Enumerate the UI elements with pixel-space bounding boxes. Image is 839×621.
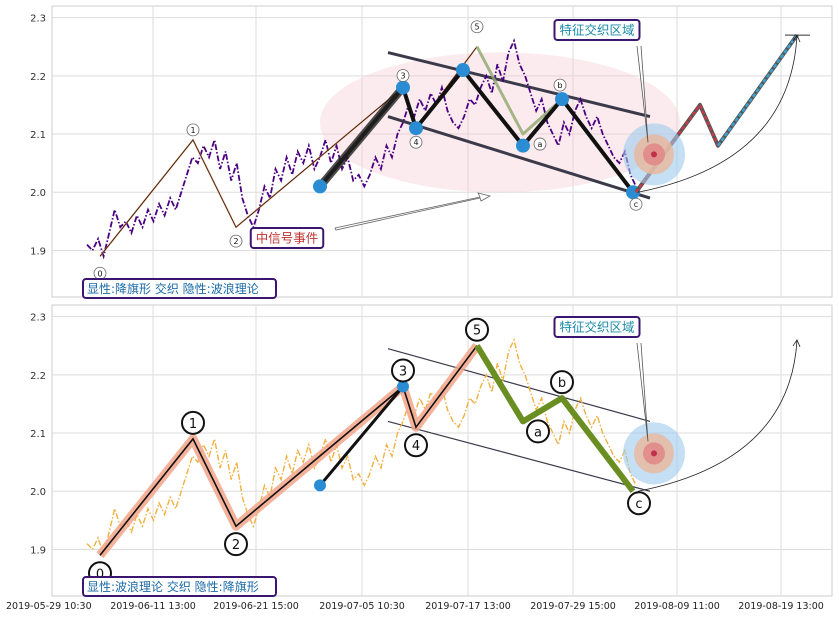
y-tick-label: 2.3: [30, 313, 46, 324]
x-tick-label: 2019-07-17 13:00: [425, 601, 511, 612]
x-tick-label: 2019-05-29 10:30: [6, 601, 92, 612]
wave-label-text: 3: [400, 71, 405, 80]
feature-zone-arrow: [636, 45, 649, 143]
flag-pole-bold: [316, 84, 407, 189]
channel-lower-line: [387, 420, 651, 492]
wave-label-circle: [533, 137, 547, 151]
wave-label-text: 1: [189, 417, 197, 432]
wave-label-text: c: [634, 200, 638, 209]
projection-segment: [716, 34, 799, 147]
wave-label-text: 0: [97, 269, 102, 278]
wave-label-text: 5: [474, 23, 479, 32]
forecast-arrowhead: [792, 339, 801, 348]
impulse-wave-line: [99, 345, 478, 556]
forecast-arc: [637, 35, 798, 193]
chart-panel-1: 1.9 2.0 2.1 2.2 2.3 0 1 2 3 4 5 a b c 特征交织区域中信号事件显性:降旗…: [30, 5, 833, 299]
projection-segment: [698, 104, 720, 147]
y-tick-label: 2.0: [30, 188, 46, 199]
pattern-label-text: 显性:降旗形 交织 隐性:波浪理论: [87, 281, 259, 296]
y-tick-label: 2.2: [30, 72, 46, 83]
wave-label-circle: [229, 234, 243, 248]
wave-label-circle: [391, 358, 415, 383]
wave-label-circle: [629, 197, 643, 211]
wave-label-text: a: [534, 425, 542, 440]
wave-label-text: 2: [233, 237, 238, 246]
x-tick-label: 2019-06-11 13:00: [110, 601, 196, 612]
wave-label-circle: [550, 370, 574, 395]
y-tick-label: 2.0: [30, 487, 46, 498]
pattern-label-box: [82, 278, 277, 299]
y-tick-label: 1.9: [30, 545, 46, 556]
corrective-wave-line: [474, 344, 636, 494]
wave-label-text: a: [538, 140, 543, 149]
plot-area: [51, 304, 833, 597]
signal-event-label-box: [249, 227, 325, 249]
pivot-marker: [456, 63, 470, 78]
wave-label-text: 1: [190, 126, 195, 135]
wave-label-circle: [409, 135, 423, 149]
wave-label-circle: [224, 532, 248, 557]
wave-label-circle: [470, 20, 484, 34]
wave-label-circle: [465, 317, 489, 342]
wave-label-circle: [181, 410, 205, 435]
feature-zone-label-text: 特征交织区域: [559, 320, 634, 335]
wave-label-text: 4: [413, 138, 418, 147]
x-tick-label: 2019-08-19 13:00: [738, 601, 824, 612]
wave-label-circle: [404, 433, 428, 458]
wave-label-circle: [396, 69, 410, 82]
feature-zone-label-text: 特征交织区域: [559, 23, 634, 38]
feature-zone-arrow: [636, 342, 649, 442]
y-tick-label: 2.1: [30, 429, 46, 440]
pivot-marker: [313, 179, 327, 194]
x-tick-label: 2019-06-21 15:00: [213, 601, 299, 612]
pivot-marker: [516, 138, 530, 153]
wave-label-circle: [526, 419, 550, 444]
pattern-label-text: 显性:波浪理论 交织 隐性:降旗形: [87, 579, 259, 594]
feature-zone-label-box: [553, 316, 641, 338]
pivot-marker: [555, 92, 569, 107]
pivot-marker: [397, 380, 409, 393]
target-zone-center: [651, 151, 657, 158]
forecast-arrowhead: [792, 34, 801, 43]
x-tick-label: 2019-07-29 15:00: [530, 601, 616, 612]
wave-label-text: 4: [412, 439, 420, 454]
target-zone-center: [651, 450, 657, 457]
feature-zone-label-box: [553, 19, 641, 41]
plot-area: [51, 5, 833, 298]
signal-event-label-text: 中信号事件: [256, 231, 319, 246]
pivot-marker: [409, 121, 423, 136]
y-tick-label: 1.9: [30, 246, 46, 257]
wave-label-text: 0: [96, 567, 104, 582]
channel-upper-line: [387, 348, 651, 422]
y-tick-label: 2.3: [30, 14, 46, 25]
channel-upper-line: [387, 51, 651, 119]
channel-lower-line: [387, 115, 651, 200]
forecast-arc: [637, 339, 798, 492]
x-tick-label: 2019-08-09 11:00: [634, 601, 720, 612]
signal-event-arrow: [334, 192, 492, 231]
wave-label-circle: [186, 123, 200, 137]
wave-label-circle: [627, 491, 651, 516]
flag-pole-line: [318, 385, 405, 487]
y-tick-label: 2.1: [30, 130, 46, 141]
highlight-ellipse: [320, 52, 680, 193]
pivot-marker: [314, 479, 326, 492]
wave-label-circle: [553, 78, 567, 92]
pattern-label-box: [82, 576, 277, 597]
x-tick-label: 2019-07-05 10:30: [319, 601, 405, 612]
wave-label-text: 5: [473, 324, 481, 339]
price-series-line: [86, 38, 637, 260]
y-tick-label: 2.2: [30, 371, 46, 382]
wave-label-text: 2: [232, 538, 240, 553]
wave-label-text: c: [635, 497, 642, 512]
wave-label-text: b: [558, 376, 566, 391]
wave-label-text: 3: [399, 364, 407, 379]
pivot-marker: [396, 80, 410, 95]
wave-label-text: b: [557, 81, 562, 90]
